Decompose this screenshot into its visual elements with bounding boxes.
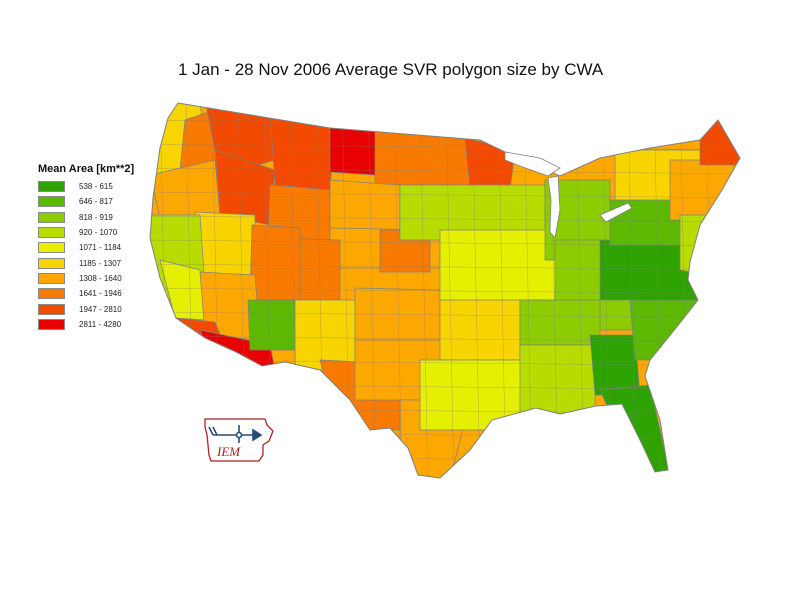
cwa-boundary-line bbox=[150, 335, 740, 343]
legend-label: 1641 - 1946 bbox=[79, 289, 122, 299]
region-mississippi-alabama bbox=[519, 344, 596, 416]
map-title: 1 Jan - 28 Nov 2006 Average SVR polygon … bbox=[178, 60, 604, 79]
legend-item: 1185 - 1307 bbox=[38, 255, 188, 270]
legend-swatch bbox=[38, 288, 65, 300]
cwa-boundary-line bbox=[445, 103, 455, 478]
legend-swatch bbox=[38, 303, 65, 315]
legend-item: 818 - 919 bbox=[38, 210, 188, 225]
legend-label: 1185 - 1307 bbox=[79, 258, 122, 268]
legend-swatch bbox=[38, 242, 65, 254]
cwa-boundary-line bbox=[393, 103, 403, 478]
region-south-dakota bbox=[329, 179, 401, 231]
legend-label: 818 - 919 bbox=[79, 212, 113, 222]
legend-label: 646 - 817 bbox=[79, 197, 113, 207]
legend-label: 538 - 615 bbox=[79, 182, 113, 192]
cwa-boundary-line bbox=[150, 311, 740, 319]
region-carolinas bbox=[629, 299, 701, 361]
region-illinois bbox=[439, 229, 561, 301]
legend-swatch bbox=[38, 272, 65, 284]
legend-label: 1947 - 2810 bbox=[79, 304, 122, 314]
region-north-dakota bbox=[374, 127, 476, 186]
region-new-mexico-west bbox=[247, 299, 296, 351]
legend-rows: 538 - 615 646 - 817 818 - 919 920 - 1070 107… bbox=[38, 179, 188, 332]
legend-swatch bbox=[38, 181, 65, 193]
legend-swatch bbox=[38, 211, 65, 223]
legend-label: 1071 - 1184 bbox=[79, 243, 122, 253]
region-louisiana bbox=[419, 359, 531, 431]
cwa-boundary-line bbox=[150, 287, 740, 295]
region-new-england bbox=[669, 159, 740, 221]
region-arkansas bbox=[439, 289, 521, 361]
region-minnesota-north bbox=[464, 137, 516, 191]
lake-superior bbox=[504, 151, 561, 177]
legend-swatch bbox=[38, 257, 65, 269]
region-kentucky-tennessee bbox=[519, 299, 601, 346]
cwa-boundary-line bbox=[419, 103, 429, 478]
region-new-mexico-east bbox=[294, 299, 356, 371]
legend-swatch bbox=[38, 227, 65, 239]
cwa-boundary-line bbox=[150, 215, 740, 223]
legend-item: 1947 - 2810 bbox=[38, 301, 188, 316]
region-utah bbox=[249, 224, 301, 301]
cwa-boundary-line bbox=[150, 263, 740, 271]
cwa-boundary-line bbox=[471, 103, 481, 478]
cwa-boundary-line bbox=[150, 143, 740, 151]
legend-swatch bbox=[38, 318, 65, 330]
legend-label: 2811 - 4280 bbox=[79, 319, 122, 329]
iem-logo-text: IEM bbox=[216, 444, 241, 459]
legend-item: 538 - 615 bbox=[38, 179, 188, 194]
legend-label: 920 - 1070 bbox=[79, 228, 118, 238]
legend-item: 646 - 817 bbox=[38, 194, 188, 209]
lake-erie bbox=[599, 202, 633, 223]
legend-item: 1641 - 1946 bbox=[38, 286, 188, 301]
legend-item: 2811 - 4280 bbox=[38, 317, 188, 332]
region-nevada bbox=[194, 211, 256, 279]
cwa-boundary-line bbox=[627, 103, 637, 478]
cwa-boundary-line bbox=[150, 239, 740, 247]
legend-item: 1308 - 1640 bbox=[38, 271, 188, 286]
cwa-boundary-line bbox=[150, 191, 740, 199]
legend-swatch bbox=[38, 196, 65, 208]
legend-item: 1071 - 1184 bbox=[38, 240, 188, 255]
legend-item: 920 - 1070 bbox=[38, 225, 188, 240]
region-montana-north bbox=[269, 109, 336, 191]
us-outline bbox=[149, 102, 741, 479]
weather-vane-icon bbox=[208, 425, 263, 443]
legend-title: Mean Area [km**2] bbox=[38, 163, 135, 175]
region-mid-atlantic bbox=[679, 214, 721, 276]
legend-label: 1308 - 1640 bbox=[79, 273, 122, 283]
cwa-boundary-line bbox=[150, 167, 740, 175]
legend: Mean Area [km**2] 538 - 615 646 - 817 818 … bbox=[38, 163, 188, 332]
iem-logo: IEM bbox=[204, 418, 274, 462]
lake-michigan bbox=[547, 175, 561, 239]
